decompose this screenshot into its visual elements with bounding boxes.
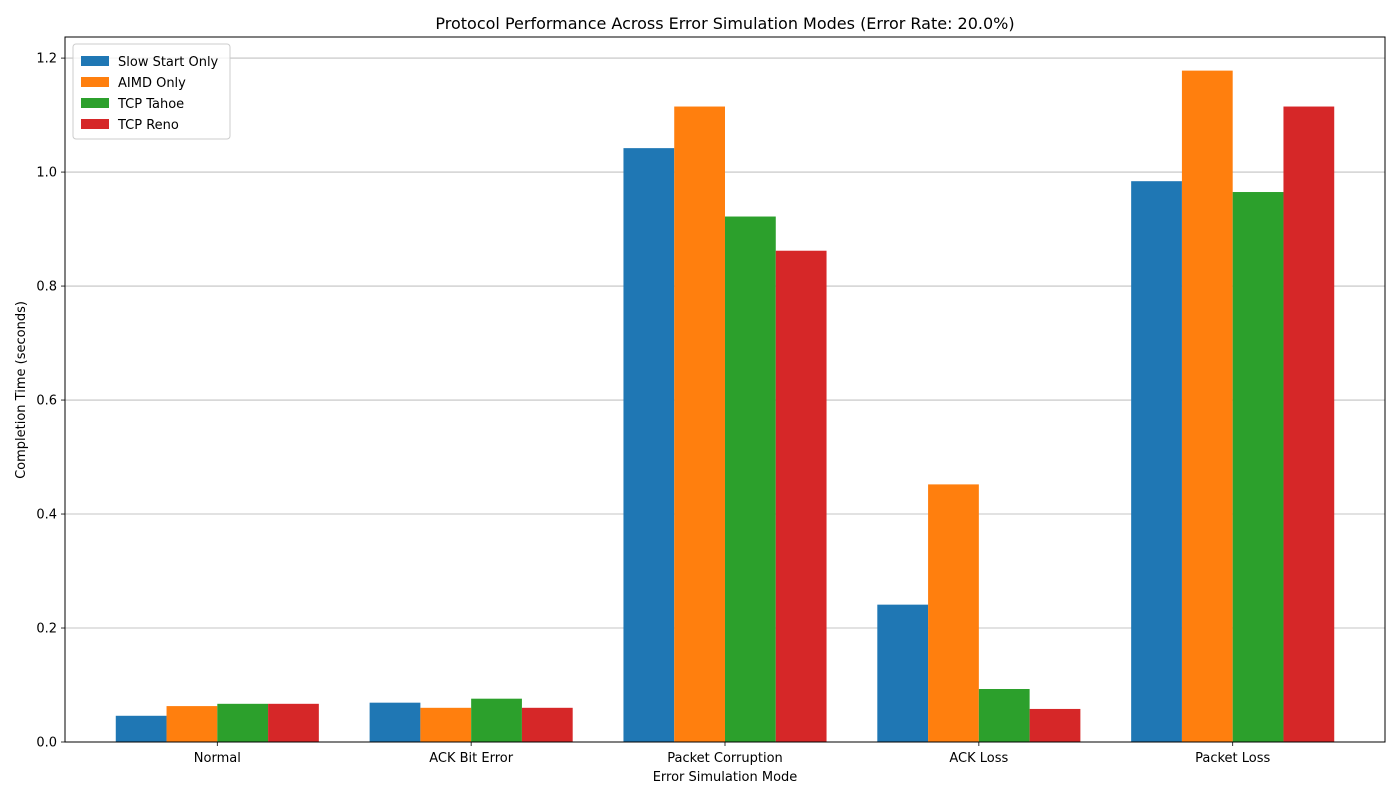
- y-axis-label: Completion Time (seconds): [14, 301, 29, 479]
- x-tick-label: Normal: [194, 751, 241, 766]
- legend-swatch: [81, 119, 109, 129]
- bar: [1232, 192, 1284, 742]
- y-tick-label: 0.6: [36, 394, 57, 409]
- legend-swatch: [81, 98, 109, 108]
- legend-label: TCP Reno: [117, 118, 179, 133]
- bar: [725, 216, 776, 742]
- legend-swatch: [81, 77, 109, 87]
- bar: [978, 688, 1030, 742]
- x-tick-label: Packet Loss: [1195, 751, 1270, 766]
- bar: [1131, 181, 1182, 742]
- legend: Slow Start Only AIMD Only TCP Tahoe TCP Ren…: [72, 43, 231, 140]
- bar: [928, 484, 979, 742]
- bar: [674, 106, 725, 742]
- bar: [521, 707, 573, 742]
- y-tick-label: 0.0: [36, 736, 57, 751]
- y-tick-label: 1.0: [36, 166, 57, 181]
- y-tick-label: 0.8: [36, 280, 57, 295]
- legend-label: AIMD Only: [118, 76, 186, 91]
- legend-label: Slow Start Only: [118, 55, 219, 70]
- legend-box: [72, 43, 231, 140]
- bars: [115, 70, 1335, 743]
- y-tick-label: 1.2: [36, 52, 57, 67]
- bar: [420, 707, 472, 742]
- bar: [268, 703, 319, 742]
- bar: [471, 698, 522, 742]
- x-tick-label: ACK Loss: [949, 751, 1008, 766]
- bar: [217, 703, 269, 742]
- ticks: 0.0 0.2 0.4 0.6 0.8 1.0 1.2 Normal ACK Bit Error…: [36, 52, 1270, 766]
- legend-label: TCP Tahoe: [117, 97, 184, 112]
- chart-title: Protocol Performance Across Error Simula…: [435, 14, 1014, 33]
- bar: [166, 706, 218, 742]
- bar: [1283, 106, 1335, 742]
- y-tick-label: 0.4: [36, 508, 57, 523]
- y-tick-label: 0.2: [36, 622, 57, 637]
- legend-swatch: [81, 56, 109, 66]
- bar: [623, 148, 675, 743]
- bar: [877, 604, 929, 742]
- x-tick-label: ACK Bit Error: [429, 751, 514, 766]
- bar: [369, 702, 421, 742]
- bar: [1029, 708, 1081, 742]
- bar: [1181, 70, 1233, 742]
- bar: [115, 715, 167, 742]
- x-tick-label: Packet Corruption: [667, 751, 783, 766]
- bar: [775, 250, 827, 742]
- x-axis-label: Error Simulation Mode: [653, 770, 798, 785]
